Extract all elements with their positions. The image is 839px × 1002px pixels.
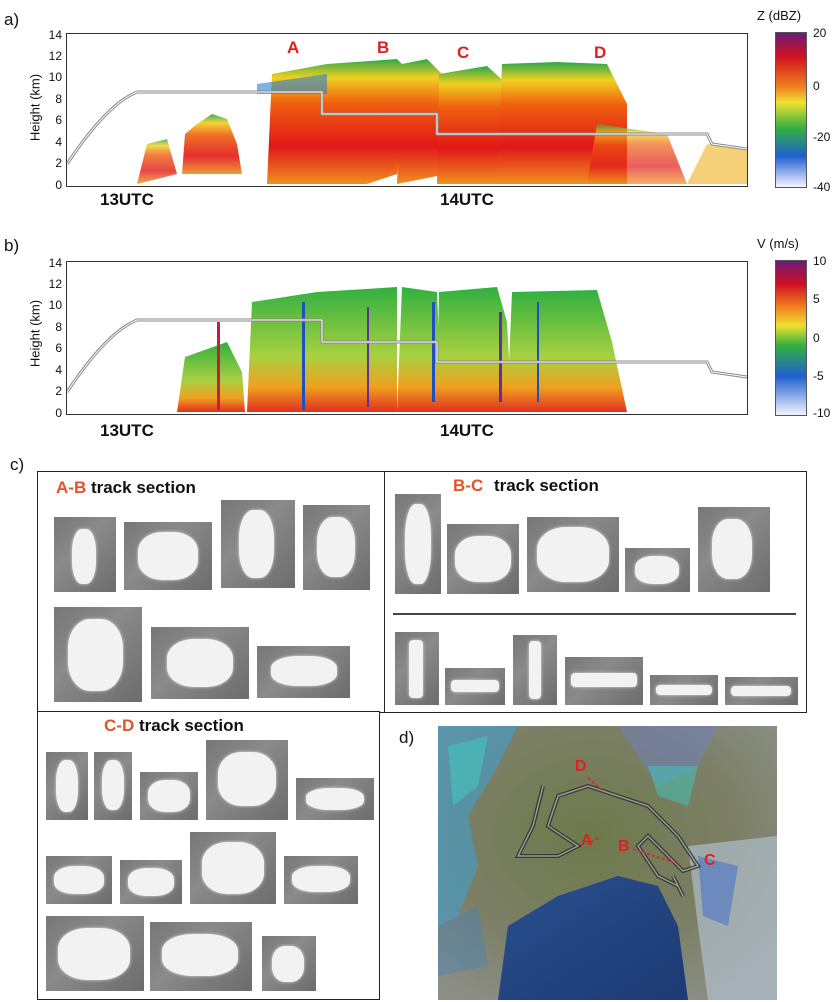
crystal-image — [54, 607, 142, 702]
colorbar-b — [775, 260, 807, 416]
colorbar-b-tick: -5 — [813, 369, 824, 383]
y-tick: 14 — [48, 28, 62, 42]
y-tick: 0 — [55, 406, 62, 420]
time-label-14utc: 14UTC — [440, 421, 494, 440]
y-tick: 10 — [48, 298, 62, 312]
crystal-image — [46, 856, 112, 904]
colorbar-a-title: Z (dBZ) — [757, 8, 802, 23]
y-tick: 8 — [55, 92, 62, 106]
crystal-image — [221, 500, 295, 588]
crystal-image — [262, 936, 316, 991]
y-tick: 2 — [55, 384, 62, 398]
crystal-image — [124, 522, 212, 590]
bc-title-tail: track section — [493, 476, 599, 495]
segment-label-d: D — [594, 43, 607, 62]
time-label-13utc: 13UTC — [100, 190, 154, 209]
y-tick: 2 — [55, 156, 62, 170]
crystal-image — [46, 752, 88, 820]
panel-b-yticks: 14 12 10 8 6 4 2 0 — [38, 256, 62, 422]
colorbar-b-tick: 10 — [813, 254, 827, 268]
bc-title: B-C track section — [453, 476, 599, 496]
crystal-image — [150, 922, 252, 991]
crystal-image — [698, 507, 770, 592]
bc-divider — [393, 613, 796, 615]
bc-title-head: B-C — [453, 476, 484, 495]
panel-d-letter: d) — [399, 728, 415, 747]
y-tick: 10 — [48, 70, 62, 84]
reflectivity-curtain — [67, 59, 747, 184]
crystal-image — [206, 740, 288, 820]
time-label-13utc: 13UTC — [100, 421, 154, 440]
colorbar-a-tick: -40 — [813, 180, 831, 194]
y-tick: 12 — [48, 277, 62, 291]
cd-track-section-box: C-D track section — [37, 711, 380, 1000]
map-label-c: C — [704, 852, 716, 869]
y-tick: 14 — [48, 256, 62, 270]
colorbar-b-tick: -10 — [813, 406, 831, 420]
crystal-image — [140, 772, 198, 820]
y-tick: 4 — [55, 135, 62, 149]
panel-b-letter: b) — [4, 236, 20, 255]
colorbar-b-title: V (m/s) — [757, 236, 799, 251]
crystal-image — [513, 635, 557, 705]
segment-label-a: A — [287, 38, 300, 57]
colorbar-a-tick: -20 — [813, 130, 831, 144]
y-tick: 6 — [55, 341, 62, 355]
cd-title-head: C-D — [104, 716, 135, 735]
ab-title-head: A-B — [56, 478, 87, 497]
crystal-image — [565, 657, 643, 705]
colorbar-b-tick: 5 — [813, 292, 820, 306]
ab-title-tail: track section — [90, 478, 196, 497]
ab-title: A-B track section — [56, 478, 196, 498]
y-tick: 6 — [55, 113, 62, 127]
crystal-image — [725, 677, 798, 705]
crystal-image — [527, 517, 619, 592]
y-tick: 8 — [55, 320, 62, 334]
crystal-image — [54, 517, 116, 592]
colorbar-a-tick: 20 — [813, 26, 827, 40]
panel-a-letter: a) — [4, 10, 20, 29]
colorbar-a — [775, 32, 807, 188]
panel-a-plot — [66, 33, 748, 187]
segment-label-c: C — [457, 43, 470, 62]
crystal-image — [447, 524, 519, 594]
panel-b-plot — [66, 261, 748, 415]
crystal-image — [257, 646, 350, 698]
cd-title-tail: track section — [138, 716, 244, 735]
crystal-image — [46, 916, 144, 991]
y-tick: 12 — [48, 49, 62, 63]
crystal-image — [395, 494, 441, 594]
map-label-b: B — [618, 838, 630, 855]
segment-label-b: B — [377, 38, 390, 57]
crystal-image — [303, 505, 370, 590]
ab-track-section-box: A-B track section — [37, 471, 386, 713]
panel-c-letter: c) — [10, 455, 25, 474]
colorbar-b-tick: 0 — [813, 331, 820, 345]
crystal-image — [296, 778, 374, 820]
satellite-radar-map — [438, 726, 777, 1000]
crystal-image — [395, 632, 439, 705]
panel-a-yticks: 14 12 10 8 6 4 2 0 — [38, 28, 62, 194]
map-label-d: D — [575, 758, 587, 775]
crystal-image — [151, 627, 249, 699]
crystal-image — [120, 860, 182, 904]
bc-track-section-box: B-C track section — [384, 471, 807, 713]
time-label-14utc: 14UTC — [440, 190, 494, 209]
y-tick: 0 — [55, 178, 62, 192]
crystal-image — [625, 548, 690, 592]
map-label-a: A — [581, 832, 593, 849]
cd-title: C-D track section — [104, 716, 244, 736]
crystal-image — [650, 675, 718, 705]
crystal-image — [190, 832, 276, 904]
track-map: D A B C — [438, 726, 777, 1000]
crystal-image — [94, 752, 132, 820]
crystal-image — [445, 668, 505, 705]
y-tick: 4 — [55, 363, 62, 377]
crystal-image — [284, 856, 358, 904]
velocity-curtain — [67, 287, 747, 412]
colorbar-a-tick: 0 — [813, 79, 820, 93]
